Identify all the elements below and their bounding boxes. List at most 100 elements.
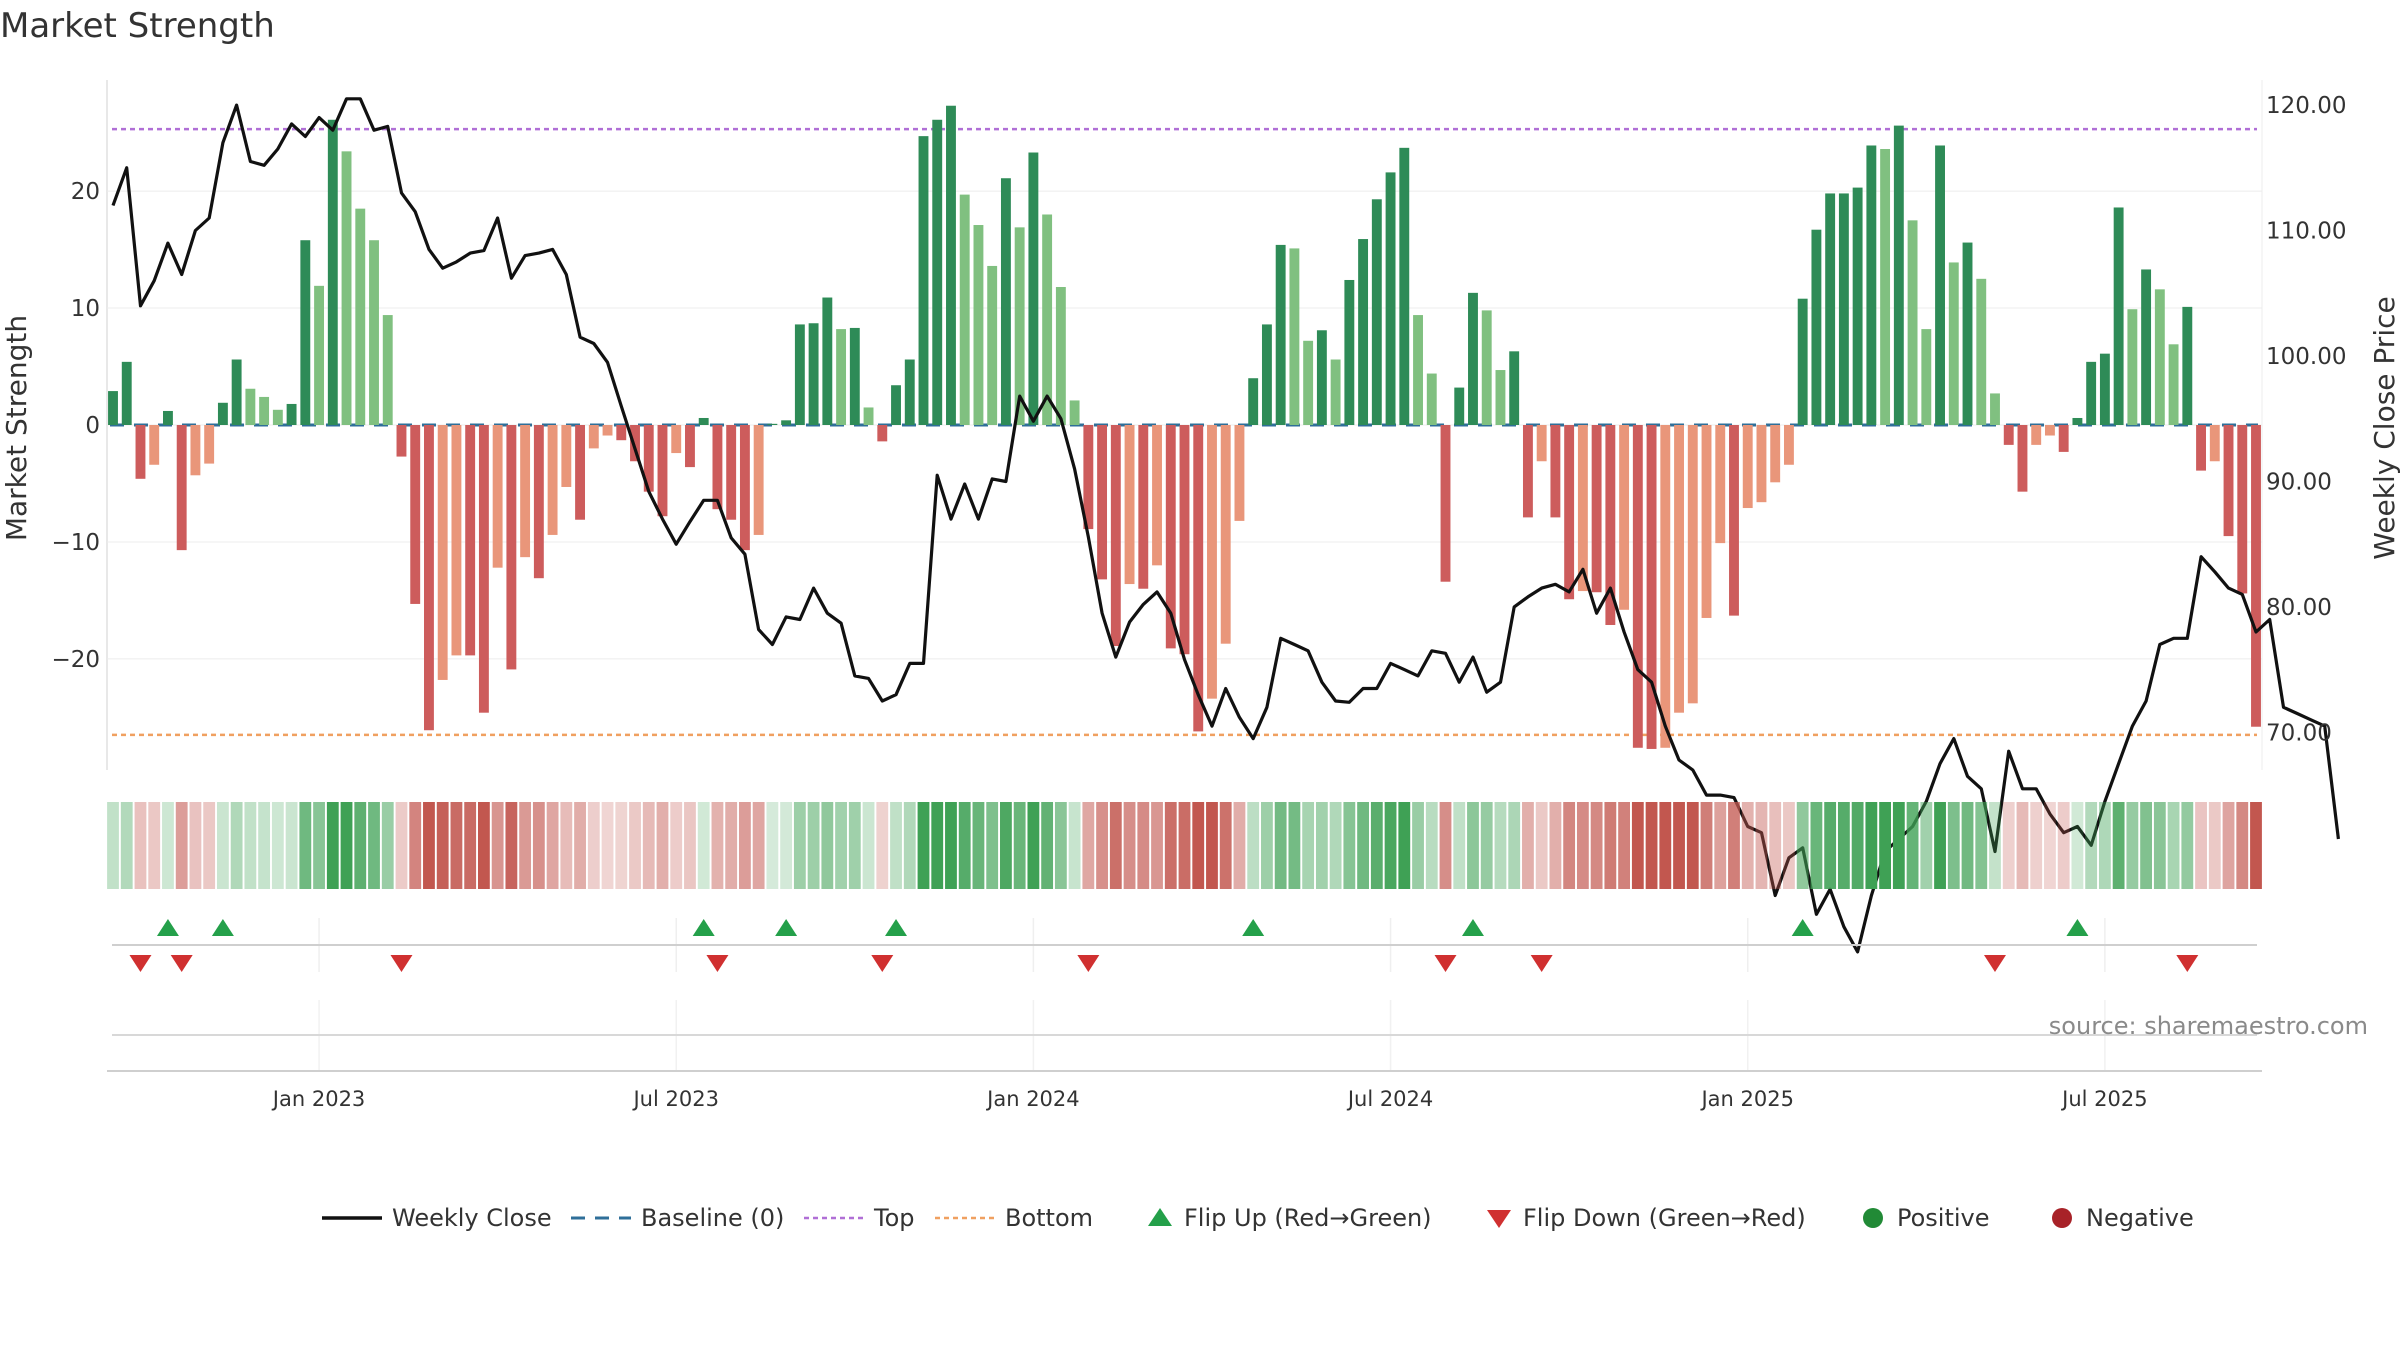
strength-bar [753, 425, 764, 535]
ribbon-cell [2030, 802, 2043, 889]
strength-bar [739, 425, 750, 551]
strength-bar [424, 425, 434, 731]
ribbon-cell [381, 802, 394, 889]
y2-tick-label: 100.00 [2266, 344, 2346, 370]
strength-bar [1962, 242, 1973, 425]
strength-bar [808, 323, 819, 425]
ribbon-cell [1906, 802, 1919, 889]
flip-down-marker [170, 955, 193, 972]
strength-bar [217, 402, 228, 425]
strength-bar [1014, 227, 1025, 425]
strength-bar [1921, 329, 1932, 425]
strength-bar [1770, 425, 1781, 483]
ribbon-cell [2071, 802, 2084, 889]
strength-bar [2196, 425, 2206, 471]
strength-bar [767, 423, 778, 425]
strength-bar [2168, 344, 2179, 425]
strength-bar [932, 119, 943, 426]
ribbon-cell [1274, 802, 1287, 889]
ribbon-cell [1934, 802, 1946, 889]
ribbon-cell [601, 802, 614, 889]
x-axis-ticks: Jan 2023 Jul 2023 Jan 2024 Jul 2024 Jan 2025… [271, 1087, 2148, 1111]
ribbon-cell [1357, 802, 1369, 889]
strength-bar [176, 425, 187, 551]
ribbon-cell [931, 802, 944, 889]
chart-title: Market Strength [0, 6, 275, 46]
ribbon-cell [1302, 802, 1315, 889]
ribbon-cell [1439, 802, 1452, 889]
strength-bar [1330, 359, 1341, 425]
strength-bar [630, 425, 640, 462]
strength-bar [1990, 393, 2000, 425]
ribbon-cell [697, 802, 710, 889]
strength-bar [616, 425, 627, 441]
strength-bar [891, 385, 901, 425]
strength-bar [520, 425, 531, 558]
flip-down-marker [1530, 955, 1553, 972]
ribbon-cell [1137, 802, 1150, 889]
ribbon-cell [1947, 802, 1960, 889]
strength-bar [1289, 248, 1300, 425]
flip-up-marker [1791, 919, 1814, 936]
ribbon-cell [1851, 802, 1864, 889]
ribbon-cell [299, 802, 312, 889]
ribbon-cell [739, 802, 751, 889]
ribbon-cell [2085, 802, 2098, 889]
strength-bar [657, 425, 668, 517]
strength-bar [204, 425, 215, 464]
strength-bar [1440, 425, 1451, 582]
ribbon-cell [2098, 802, 2111, 889]
ribbon-cell [1686, 802, 1699, 889]
ribbon-cell [752, 802, 765, 889]
strength-bar [973, 225, 984, 425]
y2-tick-label: 90.00 [2266, 469, 2332, 495]
y-tick-label: −20 [51, 647, 100, 673]
ribbon-cell [1027, 802, 1040, 889]
strength-bar [1935, 145, 1945, 426]
strength-bar [1976, 278, 1987, 425]
y-axis-title: Market Strength [0, 315, 33, 541]
strength-bar [2003, 425, 2014, 445]
ribbon-cell [2140, 802, 2153, 889]
ribbon-cell [1659, 802, 1672, 889]
ribbon-cell [1631, 802, 1644, 889]
strength-bar [314, 285, 325, 425]
strength-bar [1385, 172, 1396, 425]
ribbon-cell [1109, 802, 1122, 889]
flip-up-marker [1242, 919, 1265, 936]
strength-bar [1632, 425, 1643, 748]
legend-swatch-flip-down [1487, 1210, 1511, 1228]
strength-bar [259, 396, 270, 425]
ribbon-cell [2057, 802, 2070, 889]
ribbon-cell [986, 802, 999, 889]
x-tick-label: Jul 2025 [2060, 1087, 2147, 1111]
ribbon-cell [2153, 802, 2166, 889]
strength-bar [1619, 425, 1630, 610]
ribbon-cell [2044, 802, 2056, 889]
strength-bar [904, 359, 915, 425]
x-tick-label: Jul 2024 [1346, 1087, 1433, 1111]
ribbon-cell [1563, 802, 1576, 889]
ribbon-cell [313, 802, 325, 889]
strength-bar [1399, 147, 1410, 425]
ribbon-cell [1755, 802, 1768, 889]
strength-bar [231, 359, 242, 425]
strength-bar [794, 324, 805, 425]
strength-bar [671, 425, 682, 454]
ribbon-cell [1522, 802, 1534, 889]
ribbon-cell [1000, 802, 1012, 889]
ribbon-cell [1549, 802, 1562, 889]
strength-bar [1344, 279, 1355, 425]
flip-down-marker [2176, 955, 2199, 972]
strength-bar [1701, 425, 1712, 618]
y2-tick-label: 70.00 [2266, 720, 2332, 746]
ribbon-cell [1261, 802, 1273, 889]
legend-label: Weekly Close [392, 1204, 552, 1232]
ribbon-cell [395, 802, 408, 889]
regime-ribbon [107, 802, 2262, 889]
ribbon-cell [780, 802, 793, 889]
strength-bar [437, 425, 448, 680]
ribbon-cell [2236, 802, 2249, 889]
strength-bar [135, 425, 146, 479]
ribbon-cell [656, 802, 669, 889]
